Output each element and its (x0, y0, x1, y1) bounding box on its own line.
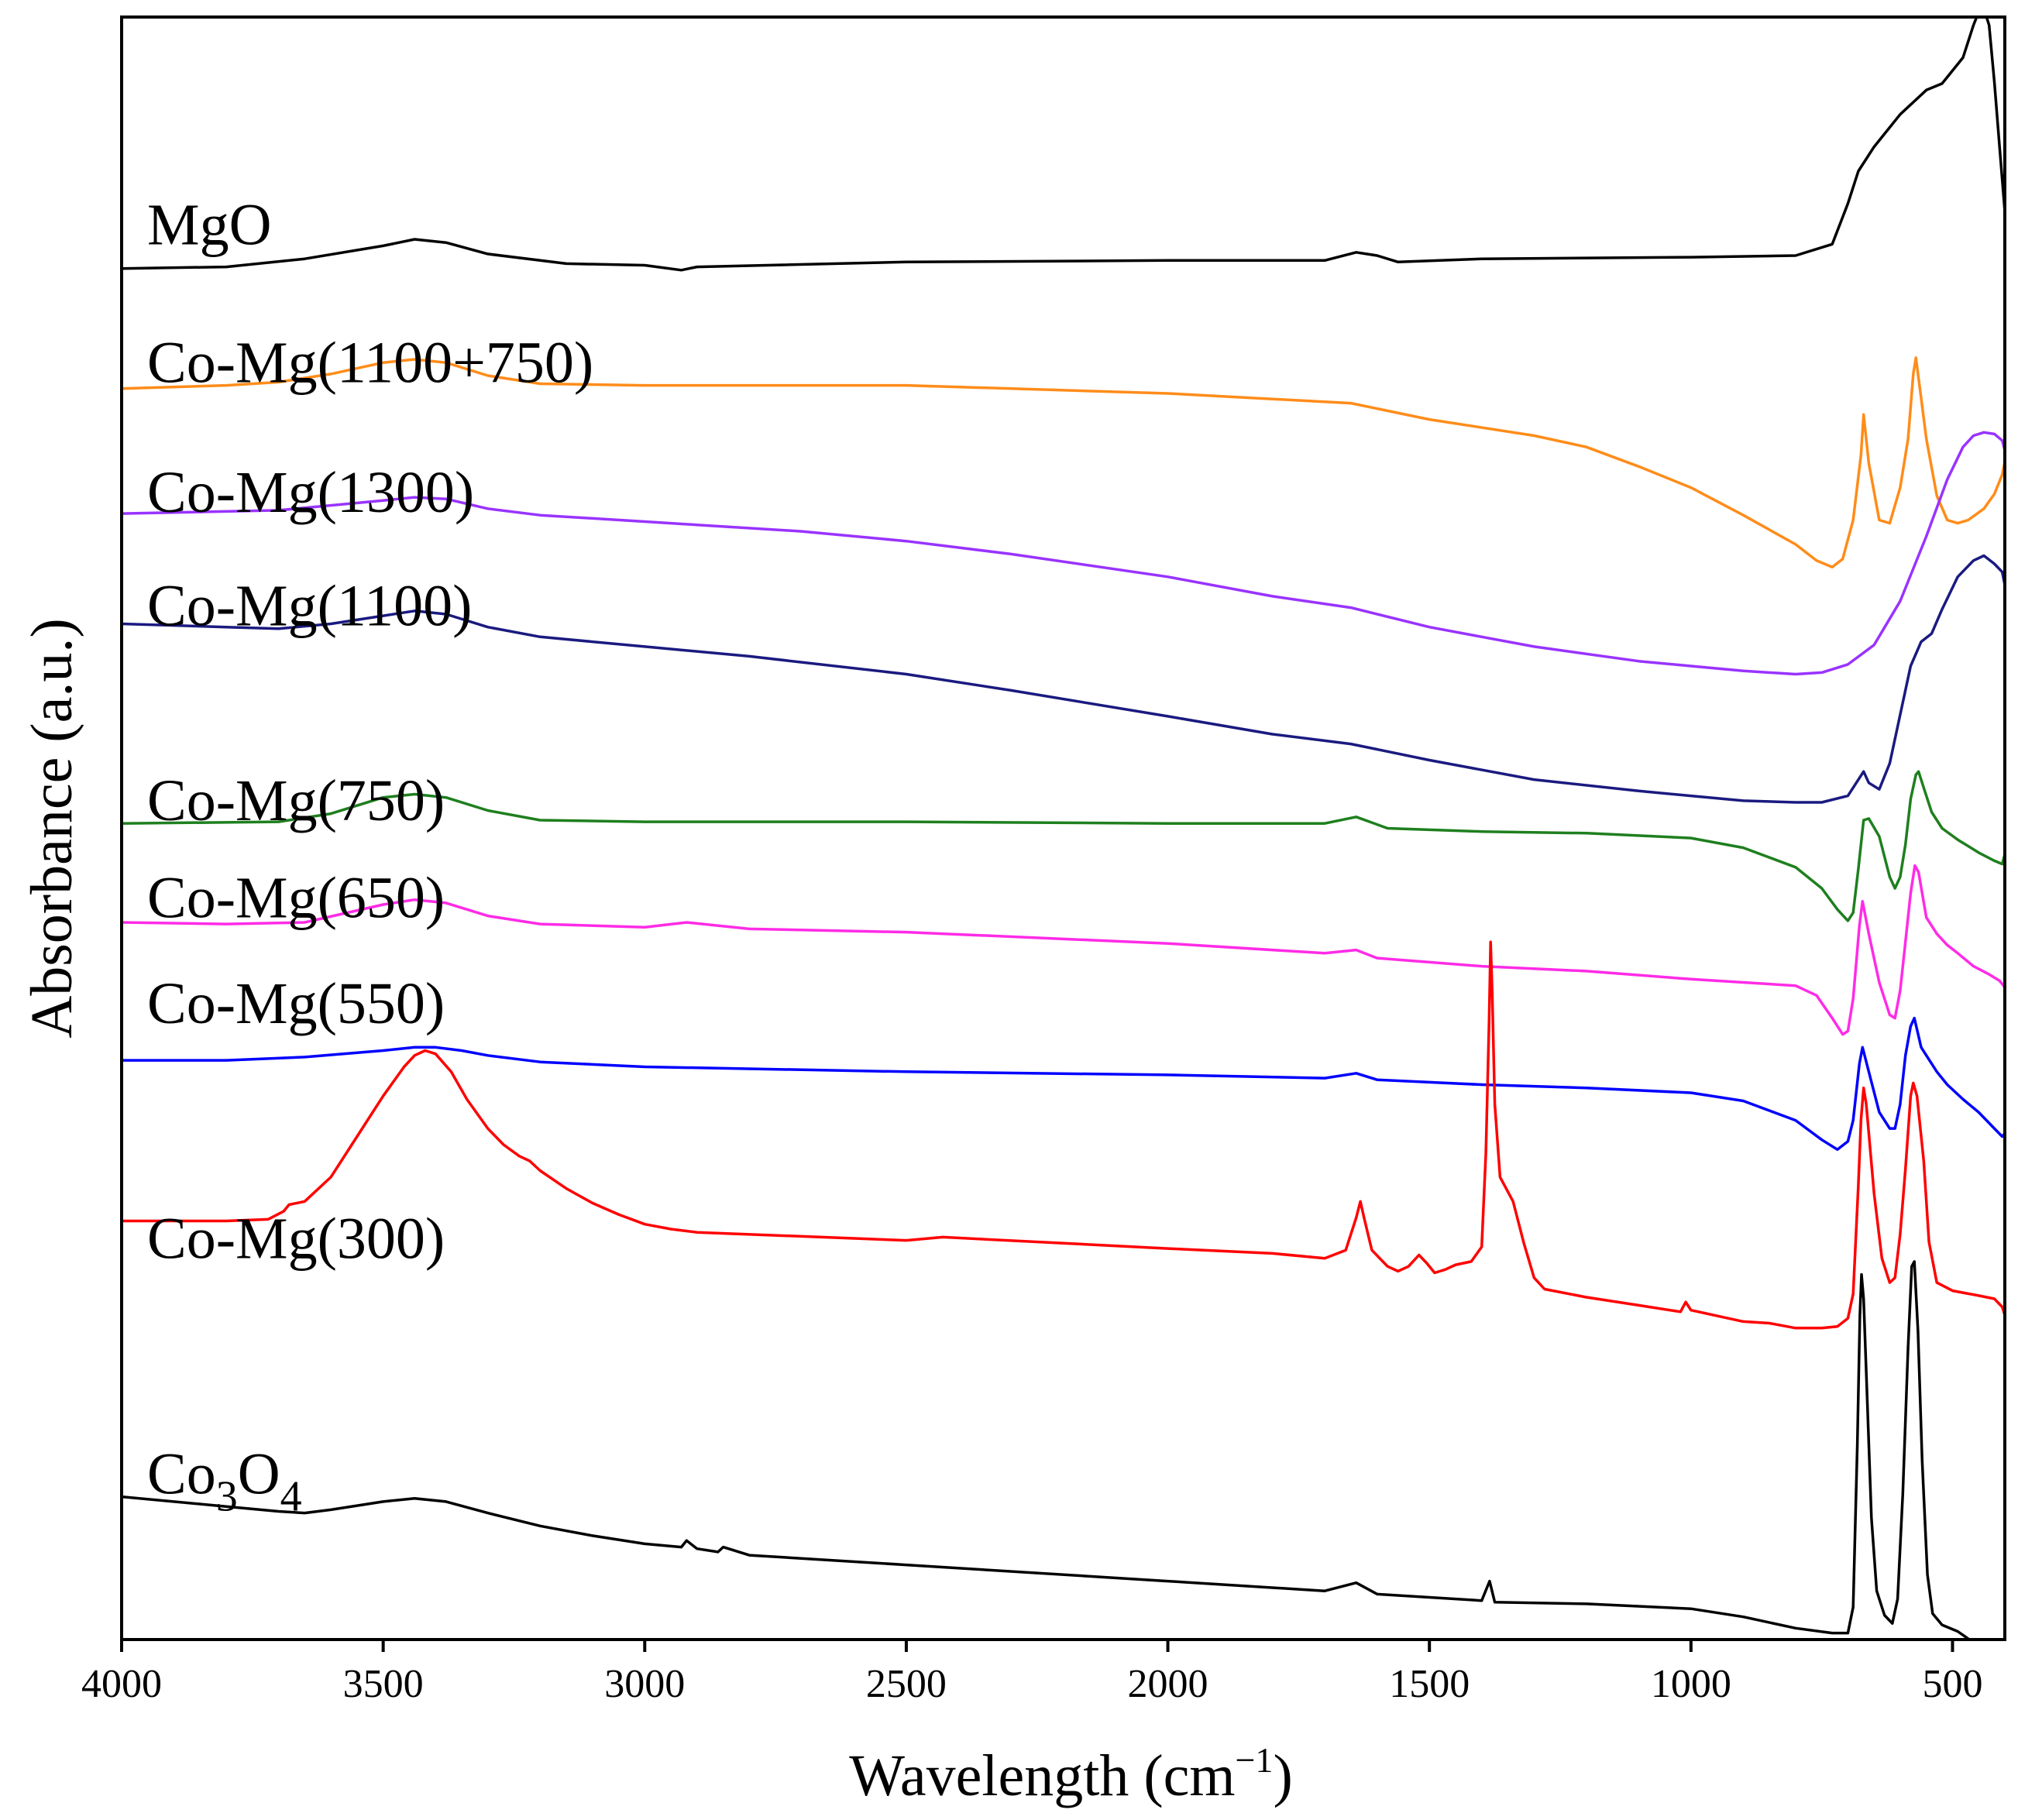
series-label-co-mg-1300: Co-Mg(1300) (147, 460, 474, 525)
series-line-co-mg-1300 (122, 431, 2005, 676)
x-axis-title: Wavelength (cm−1) (849, 1740, 1293, 1808)
x-axis-title-main: Wavelength (cm (849, 1743, 1235, 1808)
series-line-co3o4 (122, 1260, 1972, 1640)
series-line-co-mg-300 (122, 940, 2005, 1330)
x-tick-label-1500: 1500 (1389, 1662, 1470, 1706)
x-axis-title-sup: −1 (1235, 1740, 1273, 1780)
series-line-co-mg-550 (122, 1016, 2005, 1152)
series-label-mgo: MgO (147, 192, 271, 257)
series-line-co-mg-650 (122, 864, 2005, 1036)
series-line-mgo (122, 17, 2005, 272)
series-line-co-mg-1100 (122, 554, 2005, 804)
x-tick-label-2500: 2500 (866, 1662, 947, 1706)
series-label-co-mg-300: Co-Mg(300) (147, 1207, 445, 1272)
series-label-co-mg-1100-750: Co-Mg(1100+750) (147, 330, 593, 395)
x-tick-label-500: 500 (1922, 1662, 1982, 1706)
x-tick-label-2000: 2000 (1128, 1662, 1208, 1706)
series-layer (122, 17, 2005, 1640)
plot-frame (120, 15, 2006, 1641)
x-tick-label-4000: 4000 (81, 1662, 162, 1706)
x-tick-label-3000: 3000 (604, 1662, 685, 1706)
y-axis-title: Absorbance (a.u.) (19, 618, 84, 1038)
series-line-co-mg-750 (122, 770, 2005, 922)
series-label-co-mg-750: Co-Mg(750) (147, 768, 445, 833)
series-labels: MgO Co-Mg(1100+750) Co-Mg(1300) Co-Mg(1100)… (147, 192, 593, 1520)
series-label-co-mg-650: Co-Mg(650) (147, 866, 445, 931)
series-label-co3o4: Co3O4 (147, 1441, 302, 1520)
x-tick-label-1000: 1000 (1651, 1662, 1731, 1706)
series-line-co-mg-1100-750 (122, 356, 2005, 568)
series-label-co-mg-1100: Co-Mg(1100) (147, 574, 472, 639)
x-tick-label-3500: 3500 (343, 1662, 424, 1706)
x-axis-title-close: ) (1273, 1743, 1292, 1808)
x-axis: 4000 3500 3000 2500 2000 1500 1000 500 (81, 1640, 1982, 1706)
series-label-co-mg-550: Co-Mg(550) (147, 971, 445, 1036)
